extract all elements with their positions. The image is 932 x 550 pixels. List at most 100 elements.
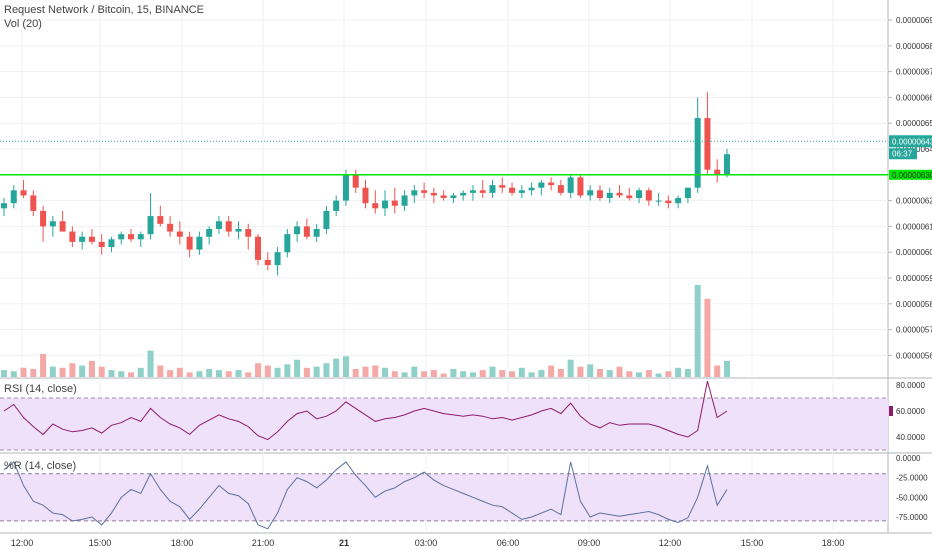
volume-bar bbox=[69, 363, 76, 377]
volume-bar bbox=[557, 368, 564, 377]
volume-bar bbox=[118, 371, 125, 377]
support-tag bbox=[889, 169, 932, 180]
volume-legend[interactable]: Vol (20) bbox=[4, 18, 42, 30]
candle-body bbox=[440, 195, 447, 199]
price-tags: 0.00000643 06:37 0.00000630 bbox=[889, 135, 932, 416]
volume-bar bbox=[137, 367, 144, 377]
willr-axis-label: -75.0000 bbox=[896, 513, 928, 522]
volume-bar bbox=[665, 371, 672, 377]
volume-bar bbox=[196, 371, 203, 377]
time-axis-label: 21:00 bbox=[252, 538, 275, 548]
volume-bar bbox=[333, 358, 340, 377]
willr-band-fill bbox=[0, 473, 888, 521]
candle-body bbox=[421, 190, 428, 193]
candle-body bbox=[616, 192, 623, 196]
candle-body bbox=[636, 190, 643, 199]
volume-bar bbox=[548, 365, 555, 377]
volume-bar bbox=[616, 366, 623, 377]
last-price-text: 0.00000643 bbox=[892, 137, 932, 146]
rsi-tag bbox=[889, 406, 893, 416]
volume-bar bbox=[694, 285, 701, 377]
volume-bar bbox=[538, 370, 545, 377]
candle-body bbox=[10, 190, 17, 204]
candle-body bbox=[342, 174, 349, 201]
willr-legend[interactable]: %R (14, close) bbox=[4, 460, 77, 472]
candle-body bbox=[118, 234, 125, 240]
volume-bar bbox=[284, 364, 291, 377]
volume-bar bbox=[49, 366, 56, 377]
candle-body bbox=[723, 154, 730, 175]
candle-body bbox=[225, 221, 232, 232]
countdown-tag bbox=[889, 148, 917, 160]
candle-body bbox=[59, 221, 66, 232]
candle-body bbox=[323, 210, 330, 229]
candle-body bbox=[489, 185, 496, 193]
time-axis-label: 18:00 bbox=[171, 538, 194, 548]
candle-body bbox=[645, 190, 652, 201]
volume-bar bbox=[323, 363, 330, 377]
volume-bar bbox=[372, 365, 379, 377]
volume-bar bbox=[430, 370, 437, 377]
rsi-band-fill bbox=[0, 398, 888, 450]
volume-bar bbox=[518, 367, 525, 377]
volume-bar bbox=[509, 371, 516, 377]
volume-bar bbox=[469, 372, 476, 377]
candle-body bbox=[479, 190, 486, 193]
candle-body bbox=[596, 190, 603, 199]
candle-body bbox=[684, 187, 691, 199]
volume-bar bbox=[20, 367, 27, 377]
candle-body bbox=[284, 234, 291, 253]
candle-body bbox=[245, 228, 252, 237]
willr-axis-label: -50.0000 bbox=[896, 493, 928, 502]
candle-body bbox=[313, 228, 320, 237]
candle-body bbox=[557, 185, 564, 193]
candle-body bbox=[391, 200, 398, 206]
volume-bar bbox=[596, 368, 603, 377]
volume-bar bbox=[499, 370, 506, 377]
volume-bar bbox=[167, 370, 174, 377]
countdown-text: 06:37 bbox=[892, 149, 913, 158]
candle-body bbox=[108, 239, 115, 248]
candle-body bbox=[1, 203, 7, 209]
volume-bar bbox=[606, 370, 613, 377]
candle-body bbox=[294, 226, 301, 235]
time-axis-label: 12:00 bbox=[11, 538, 34, 548]
rsi-line bbox=[3, 380, 728, 441]
volume-bar bbox=[225, 371, 232, 377]
candlesticks[interactable] bbox=[1, 92, 730, 276]
candle-body bbox=[362, 187, 369, 204]
willr-axis-label: 0.0000 bbox=[896, 454, 921, 463]
volume-bar bbox=[460, 371, 467, 377]
volume-bar bbox=[704, 298, 711, 377]
symbol-title[interactable]: Request Network / Bitcoin, 15, BINANCE bbox=[4, 4, 204, 16]
candle-body bbox=[411, 190, 418, 196]
candle-body bbox=[303, 226, 310, 237]
volume-bar bbox=[313, 366, 320, 377]
volume-bar bbox=[108, 370, 115, 377]
price-axis-label: 0.00000560 bbox=[896, 351, 932, 360]
volume-bar bbox=[528, 372, 535, 377]
volume-bar bbox=[567, 359, 574, 377]
volume-bar bbox=[675, 367, 682, 377]
candle-body bbox=[509, 187, 516, 193]
candle-body bbox=[79, 236, 86, 242]
candle-body bbox=[567, 177, 574, 193]
candle-body bbox=[382, 200, 389, 209]
candle-body bbox=[235, 228, 242, 232]
volume-bar bbox=[176, 367, 183, 377]
volume-bar bbox=[626, 371, 633, 377]
rsi-legend[interactable]: RSI (14, close) bbox=[4, 383, 77, 395]
rsi-axis-label: 60.0000 bbox=[896, 407, 925, 416]
volume-bar bbox=[294, 359, 301, 377]
volume-bar bbox=[391, 371, 398, 377]
time-axis-label: 15:00 bbox=[89, 538, 112, 548]
volume-bar bbox=[645, 370, 652, 377]
